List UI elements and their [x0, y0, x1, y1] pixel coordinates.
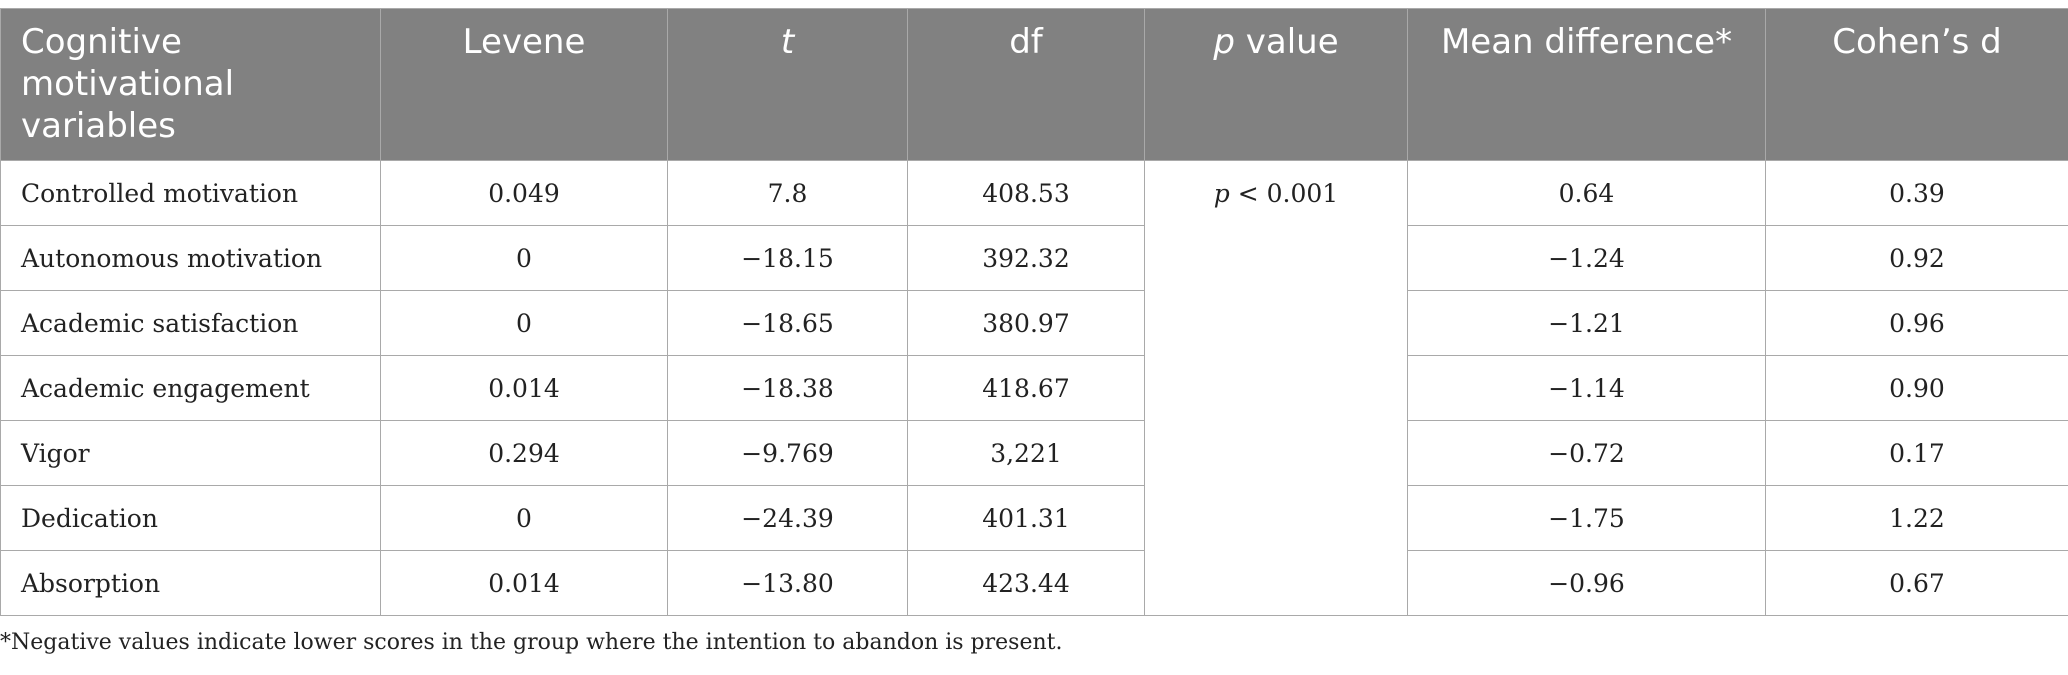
table-row: Controlled motivation 0.049 7.8 408.53 p… — [0, 160, 2068, 616]
cell-t: −18.65 — [667, 290, 908, 356]
cell-variable: Autonomous motivation — [0, 225, 381, 291]
cell-mean-difference: −1.75 — [1407, 485, 1766, 551]
header-p-rest: value — [1234, 22, 1339, 62]
header-p-value: p value — [1144, 8, 1408, 161]
table-row: Dedication 0 −24.39 401.31 −1.75 1.22 — [0, 485, 2068, 551]
header-mean-difference: Mean difference* — [1407, 8, 1766, 161]
cell-cohens-d: 0.90 — [1765, 355, 2068, 421]
cell-cohens-d: 0.67 — [1765, 550, 2068, 616]
cell-cohens-d: 0.17 — [1765, 420, 2068, 486]
header-cohens-d-label: Cohen’s d — [1832, 22, 2002, 62]
cell-df: 380.97 — [907, 290, 1145, 356]
table-row: Academic satisfaction 0 −18.65 380.97 −1… — [0, 290, 2068, 356]
cell-levene: 0 — [380, 225, 668, 291]
header-variables: Cognitive motivational variables — [0, 8, 381, 161]
cell-df: 401.31 — [907, 485, 1145, 551]
cell-t: −24.39 — [667, 485, 908, 551]
table-header: Cognitive motivational variables Levene … — [0, 8, 2068, 161]
cell-levene: 0.049 — [380, 160, 668, 226]
table-row: Autonomous motivation 0 −18.15 392.32 −1… — [0, 225, 2068, 291]
results-table: Cognitive motivational variables Levene … — [0, 8, 2068, 616]
header-levene: Levene — [380, 8, 668, 161]
cell-variable: Academic satisfaction — [0, 290, 381, 356]
cell-mean-difference: −1.21 — [1407, 290, 1766, 356]
cell-t: −18.38 — [667, 355, 908, 421]
cell-df: 392.32 — [907, 225, 1145, 291]
p-value-italic: p — [1213, 179, 1230, 208]
table-row: Vigor 0.294 −9.769 3,221 −0.72 0.17 — [0, 420, 2068, 486]
p-value-rest: < 0.001 — [1229, 179, 1339, 208]
header-p-italic: p — [1213, 22, 1235, 62]
cell-t: −18.15 — [667, 225, 908, 291]
cell-df: 418.67 — [907, 355, 1145, 421]
header-levene-label: Levene — [462, 22, 586, 62]
table-footnote: *Negative values indicate lower scores i… — [0, 630, 1063, 655]
cell-cohens-d: 0.39 — [1765, 160, 2068, 226]
table-row: Absorption 0.014 −13.80 423.44 −0.96 0.6… — [0, 550, 2068, 616]
cell-variable: Controlled motivation — [0, 160, 381, 226]
cell-variable: Dedication — [0, 485, 381, 551]
results-table-container: Cognitive motivational variables Levene … — [0, 8, 2068, 616]
cell-df: 423.44 — [907, 550, 1145, 616]
header-df-label: df — [1009, 22, 1043, 62]
header-t: t — [667, 8, 908, 161]
cell-cohens-d: 1.22 — [1765, 485, 2068, 551]
cell-df: 408.53 — [907, 160, 1145, 226]
cell-levene: 0.294 — [380, 420, 668, 486]
header-t-label: t — [780, 22, 795, 62]
header-variables-label: Cognitive motivational variables — [21, 22, 235, 146]
cell-variable: Vigor — [0, 420, 381, 486]
cell-df: 3,221 — [907, 420, 1145, 486]
cell-mean-difference: −1.14 — [1407, 355, 1766, 421]
header-mean-difference-label: Mean difference* — [1440, 22, 1733, 62]
cell-levene: 0 — [380, 290, 668, 356]
cell-levene: 0.014 — [380, 550, 668, 616]
cell-cohens-d: 0.92 — [1765, 225, 2068, 291]
header-cohens-d: Cohen’s d — [1765, 8, 2068, 161]
cell-cohens-d: 0.96 — [1765, 290, 2068, 356]
cell-variable: Absorption — [0, 550, 381, 616]
cell-mean-difference: 0.64 — [1407, 160, 1766, 226]
header-row: Cognitive motivational variables Levene … — [0, 8, 2068, 161]
cell-t: −9.769 — [667, 420, 908, 486]
table-body: Controlled motivation 0.049 7.8 408.53 p… — [0, 160, 2068, 616]
table-row: Academic engagement 0.014 −18.38 418.67 … — [0, 355, 2068, 421]
cell-t: −13.80 — [667, 550, 908, 616]
cell-mean-difference: −0.72 — [1407, 420, 1766, 486]
cell-levene: 0 — [380, 485, 668, 551]
cell-p-value: p < 0.001 — [1144, 160, 1408, 616]
cell-levene: 0.014 — [380, 355, 668, 421]
cell-variable: Academic engagement — [0, 355, 381, 421]
cell-t: 7.8 — [667, 160, 908, 226]
header-df: df — [907, 8, 1145, 161]
cell-mean-difference: −1.24 — [1407, 225, 1766, 291]
cell-mean-difference: −0.96 — [1407, 550, 1766, 616]
